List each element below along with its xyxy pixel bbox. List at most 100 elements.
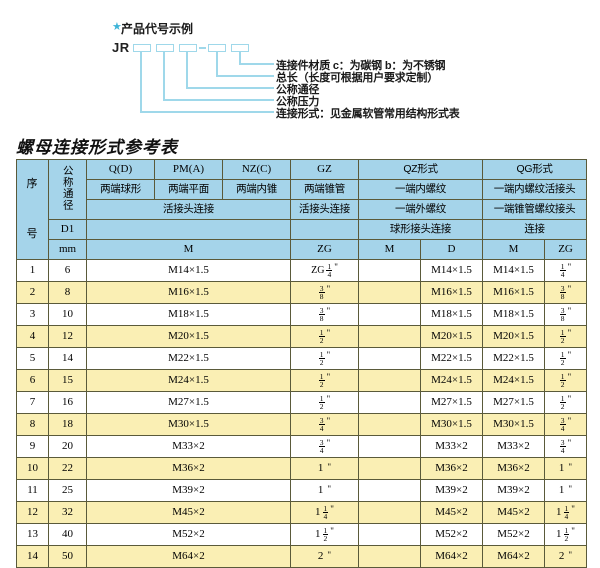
- leader-line-3-horizontal: [186, 87, 274, 89]
- qg-zg-fraction-numerator: 3: [560, 415, 565, 425]
- cell-qg-m: M16×1.5: [482, 281, 546, 304]
- cell-nominal-bore: 12: [48, 325, 87, 348]
- table-row: 8 18 M30×1.5 3 4 " M30×1.5 M30×1.5 3 4 ": [16, 413, 588, 436]
- table-row: 3 10 M18×1.5 3 8 " M18×1.5 M18×1.5 3 8 ": [16, 303, 588, 326]
- header-d1-gz-empty: [290, 219, 359, 240]
- cell-qg-m: M18×1.5: [482, 303, 546, 326]
- qg-zg-fraction-denominator: 4: [559, 270, 566, 279]
- qg-zg-fraction-numerator: 1: [560, 327, 565, 337]
- gz-zg-fraction-denominator: 8: [318, 292, 325, 301]
- cell-gz-zg: 1 2 ": [290, 325, 359, 348]
- cell-qg-zg: 1 2 ": [544, 325, 588, 348]
- gz-zg-fraction-inch-mark: ": [326, 349, 331, 360]
- cell-serial-no: 11: [16, 479, 49, 502]
- code-label-nominal-bore: 公称通径: [276, 84, 320, 96]
- header-unit-qg-zg: ZG: [544, 239, 588, 260]
- leader-line-2-vertical: [216, 52, 218, 76]
- cell-qg-zg: 3 4 ": [544, 435, 588, 458]
- cell-qz-m: [358, 303, 421, 326]
- cell-q-m: M30×1.5: [86, 413, 291, 436]
- cell-qz-d: M20×1.5: [419, 325, 484, 348]
- cell-gz-zg: 1 1 2 ": [290, 523, 359, 546]
- gz-zg-fraction: 3 8 ": [318, 306, 330, 323]
- code-box-3: [179, 44, 197, 52]
- cell-serial-no: 9: [16, 435, 49, 458]
- cell-qz-m: [358, 325, 421, 348]
- gz-zg-fraction: 1 2 ": [318, 371, 331, 389]
- qg-zg-fraction-numerator: 1: [560, 393, 565, 403]
- cell-qz-d: M22×1.5: [419, 347, 484, 370]
- qg-zg-fraction-denominator: 2: [559, 358, 566, 367]
- header-row-forms: 两端球形 两端平面 两端内锥 两端锥管 一端内螺纹 一端内螺纹活接头: [17, 179, 588, 200]
- gz-zg-fraction-numerator: 3: [319, 283, 324, 293]
- cell-qg-m: M30×1.5: [482, 413, 546, 436]
- qg-zg-fraction: 3 8 ": [559, 284, 571, 301]
- cell-q-m: M16×1.5: [86, 281, 291, 304]
- qg-zg-fraction-numerator: 1: [564, 525, 569, 535]
- gz-zg-fraction-denominator: 4: [318, 446, 325, 455]
- product-code-prefix: JR: [112, 40, 130, 55]
- cell-nominal-bore: 25: [48, 479, 87, 502]
- qg-zg-fraction-denominator: 2: [559, 402, 566, 411]
- cell-qg-zg: 3 4 ": [544, 413, 588, 436]
- code-label-material: 连接件材质 c：为碳钢 b：为不锈钢: [276, 60, 446, 72]
- cell-q-m: M24×1.5: [86, 369, 291, 392]
- cell-qz-m: [358, 413, 421, 436]
- header-serial: 序号: [16, 159, 49, 260]
- qg-zg-fraction: 1 2 ": [559, 372, 571, 389]
- gz-zg-fraction-inch-mark: ": [326, 283, 331, 294]
- cell-qz-m: [358, 259, 421, 282]
- cell-nominal-bore: 18: [48, 413, 87, 436]
- cell-qg-m: M64×2: [482, 545, 546, 568]
- gz-zg-fraction-inch-mark: ": [326, 437, 331, 448]
- cell-nominal-bore: 50: [48, 545, 87, 568]
- cell-serial-no: 7: [16, 391, 49, 414]
- table-row: 1 6 M14×1.5 ZG 1 4 " M14×1.5 M14×1.5 1 4 ": [16, 259, 588, 282]
- qg-zg-fraction-numerator: 1: [560, 349, 565, 359]
- cell-qz-m: [358, 347, 421, 370]
- header-connect-left: 活接头连接: [86, 199, 291, 220]
- serial-char-1: 序: [26, 178, 39, 191]
- gz-zg-fraction-inch-mark: ": [326, 371, 331, 382]
- cell-qz-d: M36×2: [419, 457, 484, 480]
- header-nominal-bore: 公称通径: [48, 159, 87, 220]
- qg-zg-fraction: 1 2 ": [559, 349, 571, 367]
- qg-zg-fraction-whole: 1: [556, 506, 562, 518]
- spec-table-container: 序号 公称通径 Q(D) PM(A) NZ(C) GZ QZ形式 QG形式 两端…: [16, 159, 588, 568]
- gz-zg-fraction-numerator: 1: [319, 393, 324, 403]
- table-row: 14 50 M64×2 2 " M64×2 M64×2 2 ": [16, 545, 588, 568]
- cell-qz-d: M14×1.5: [419, 259, 484, 282]
- table-row: 10 22 M36×2 1 " M36×2 M36×2 1 ": [16, 457, 588, 480]
- qg-zg-fraction-denominator: 2: [559, 380, 566, 389]
- cell-gz-zg: 3 4 ": [290, 435, 359, 458]
- cell-qz-d: M33×2: [419, 435, 484, 458]
- cell-nominal-bore: 10: [48, 303, 87, 326]
- qg-zg-fraction-inch-mark: ": [571, 503, 575, 514]
- qg-zg-fraction-whole: 1: [556, 528, 562, 540]
- qg-zg-fraction-numerator: 3: [560, 305, 565, 315]
- gz-zg-fraction: 1 2 ": [318, 328, 330, 345]
- qg-zg-fraction-inch-mark: ": [568, 462, 573, 473]
- cell-gz-zg: 3 8 ": [290, 303, 359, 326]
- serial-char-2: 号: [26, 227, 39, 240]
- cell-qg-m: M27×1.5: [482, 391, 546, 414]
- qg-zg-fraction-inch-mark: ": [567, 437, 572, 448]
- cell-qg-zg: 1 1 4 ": [544, 501, 588, 524]
- leader-line-4-horizontal: [163, 99, 274, 101]
- cell-qg-m: M36×2: [482, 457, 546, 480]
- gz-zg-fraction: 1 1 4 ": [315, 504, 334, 521]
- gz-zg-fraction-numerator: 3: [319, 415, 324, 425]
- table-row: 9 20 M33×2 3 4 " M33×2 M33×2 3 4 ": [16, 435, 588, 458]
- cell-qg-m: M45×2: [482, 501, 546, 524]
- gz-zg-fraction-numerator: 1: [319, 371, 324, 381]
- cell-q-m: M22×1.5: [86, 347, 291, 370]
- qg-zg-fraction-whole: 1: [558, 484, 565, 497]
- gz-zg-fraction-numerator: 3: [319, 437, 324, 447]
